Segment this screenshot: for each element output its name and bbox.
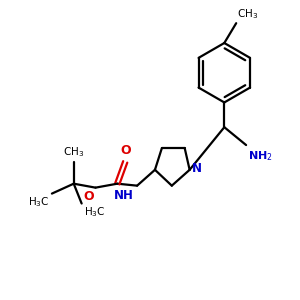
Text: NH: NH bbox=[114, 189, 134, 202]
Text: O: O bbox=[120, 144, 130, 157]
Text: CH$_3$: CH$_3$ bbox=[237, 8, 258, 21]
Text: O: O bbox=[83, 190, 94, 202]
Text: H$_3$C: H$_3$C bbox=[84, 206, 105, 219]
Text: CH$_3$: CH$_3$ bbox=[63, 145, 84, 159]
Text: N: N bbox=[192, 162, 202, 175]
Text: H$_3$C: H$_3$C bbox=[28, 196, 50, 209]
Text: NH$_2$: NH$_2$ bbox=[248, 149, 273, 163]
